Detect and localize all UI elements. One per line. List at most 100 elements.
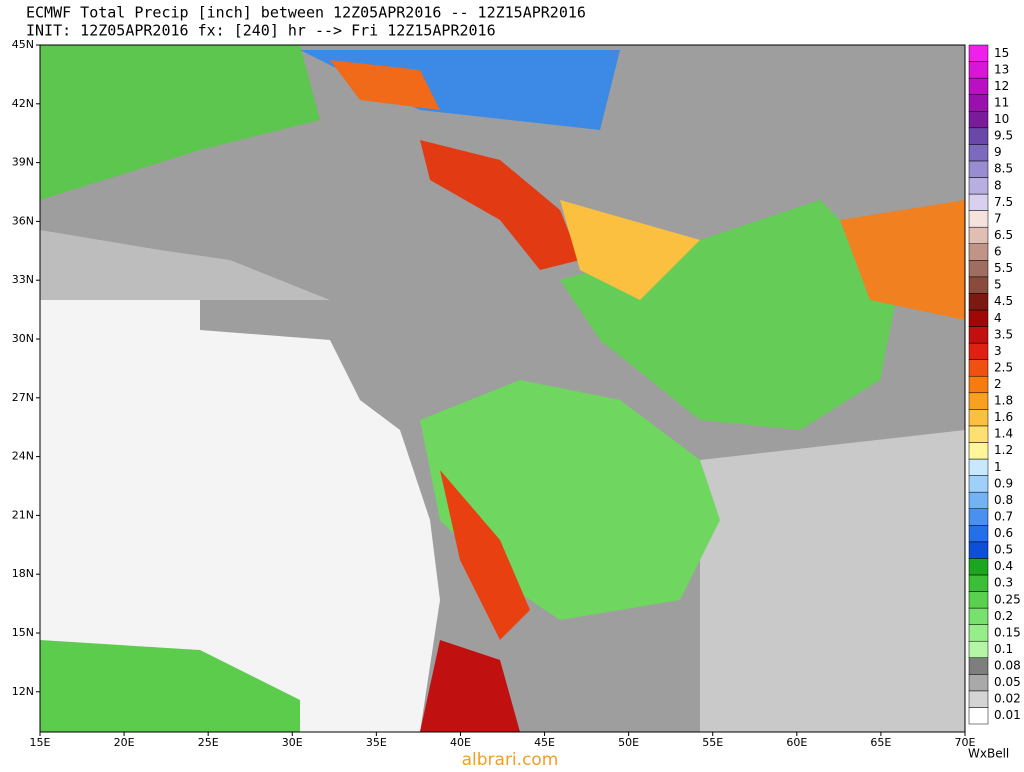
lat-label: 30N [12, 332, 34, 345]
colorbar-swatch [968, 392, 989, 410]
colorbar-swatch [968, 525, 989, 543]
colorbar-label: 6.5 [994, 228, 1013, 242]
lat-label: 15N [12, 626, 34, 639]
lon-label: 70E [955, 736, 976, 749]
colorbar-swatch [968, 707, 989, 725]
colorbar-swatch [968, 309, 989, 327]
colorbar-swatch [968, 458, 989, 476]
colorbar-swatch [968, 110, 989, 129]
redsea-red [440, 470, 530, 640]
east-orange [840, 200, 965, 320]
lon-label: 30E [282, 736, 303, 749]
lat-label: 36N [12, 214, 34, 227]
colorbar-swatch [968, 44, 989, 62]
zagros-yellow [560, 200, 700, 300]
colorbar-label: 0.2 [994, 609, 1013, 623]
colorbar-swatch [968, 77, 989, 95]
lon-label: 25E [198, 736, 219, 749]
colorbar-swatch [968, 674, 989, 692]
colorbar-label: 1 [994, 460, 1002, 474]
lon-label: 50E [618, 736, 639, 749]
colorbar-label: 0.15 [994, 625, 1021, 639]
colorbar-swatch [968, 409, 989, 427]
colorbar-swatch [968, 375, 989, 394]
title: ECMWF Total Precip [inch] between 12Z05A… [26, 4, 586, 22]
colorbar-label: 0.5 [994, 543, 1013, 557]
colorbar-label: 2 [994, 377, 1002, 391]
colorbar-swatch [968, 326, 989, 344]
colorbar-label: 2.5 [994, 360, 1013, 374]
colorbar-swatch [968, 508, 989, 526]
colorbar-swatch [968, 226, 989, 244]
colorbar-swatch [968, 61, 989, 79]
colorbar-label: 1.6 [994, 410, 1013, 424]
colorbar-label: 10 [994, 112, 1009, 126]
lon-label: 45E [534, 736, 555, 749]
turkey-red [420, 140, 580, 270]
colorbar-label: 0.3 [994, 576, 1013, 590]
lon-label: 15E [30, 736, 51, 749]
colorbar-swatch [968, 293, 989, 311]
colorbar-swatch [968, 442, 989, 460]
colorbar-label: 11 [994, 95, 1009, 109]
credit: WxBell [968, 747, 1009, 761]
lon-label: 40E [450, 736, 471, 749]
colorbar-label: 8.5 [994, 162, 1013, 176]
colorbar-swatch [968, 193, 989, 211]
light-area [40, 230, 330, 300]
colorbar-label: 0.1 [994, 642, 1013, 656]
colorbar-label: 12 [994, 79, 1009, 93]
colorbar-swatch [968, 210, 989, 228]
map-frame [39, 44, 966, 733]
subtitle: INIT: 12Z05APR2016 fx: [240] hr --> Fri … [26, 22, 496, 40]
colorbar-swatch [968, 591, 989, 609]
colorbar-swatch [968, 574, 989, 592]
lat-label: 42N [12, 97, 34, 110]
lat-label: 33N [12, 273, 34, 286]
map [39, 44, 966, 733]
colorbar-label: 1.8 [994, 394, 1013, 408]
dry-area [40, 300, 440, 732]
colorbar-swatch [968, 144, 989, 162]
colorbar-label: 8 [994, 178, 1002, 192]
colorbar-label: 1.4 [994, 427, 1013, 441]
colorbar-swatch [968, 541, 989, 559]
colorbar-swatch [968, 177, 989, 195]
sea-area [700, 430, 965, 732]
lon-label: 60E [786, 736, 807, 749]
colorbar-swatch [968, 260, 989, 278]
colorbar-label: 7 [994, 211, 1002, 225]
colorbar-swatch [968, 276, 989, 294]
north-orange [330, 60, 440, 110]
colorbar-label: 0.6 [994, 526, 1013, 540]
colorbar-label: 0.9 [994, 476, 1013, 490]
colorbar-label: 0.8 [994, 493, 1013, 507]
lon-label: 20E [114, 736, 135, 749]
colorbar-swatch [968, 558, 989, 576]
lat-label: 45N [12, 38, 34, 51]
axes: 45N 42N 39N 36N 33N 30N 27N 24N 21N 18N 15N 12N 15E 2… [12, 38, 976, 749]
colorbar-label: 13 [994, 62, 1009, 76]
watermark: albrari.com [462, 750, 559, 768]
colorbar-label: 9.5 [994, 129, 1013, 143]
colorbar-label: 5 [994, 278, 1002, 292]
colorbar-label: 6 [994, 245, 1002, 259]
colorbar-label: 0.4 [994, 559, 1013, 573]
colorbar-label: 4.5 [994, 294, 1013, 308]
europe-green [40, 45, 320, 200]
colorbar-swatch [968, 127, 989, 145]
colorbar-swatch [968, 657, 989, 675]
colorbar-swatch [968, 607, 989, 625]
colorbar-swatch [968, 690, 989, 708]
colorbar-label: 0.25 [994, 592, 1021, 606]
colorbar-label: 15 [994, 46, 1009, 60]
colorbar-label: 0.01 [994, 708, 1021, 722]
colorbar-label: 0.02 [994, 692, 1021, 706]
colorbar-label: 5.5 [994, 261, 1013, 275]
colorbar-label: 7.5 [994, 195, 1013, 209]
colorbar-swatch [968, 359, 989, 377]
colorbar-swatch [968, 160, 989, 178]
colorbar-swatch [968, 475, 989, 493]
lat-label: 24N [12, 450, 34, 463]
colorbar-swatch [968, 425, 989, 443]
